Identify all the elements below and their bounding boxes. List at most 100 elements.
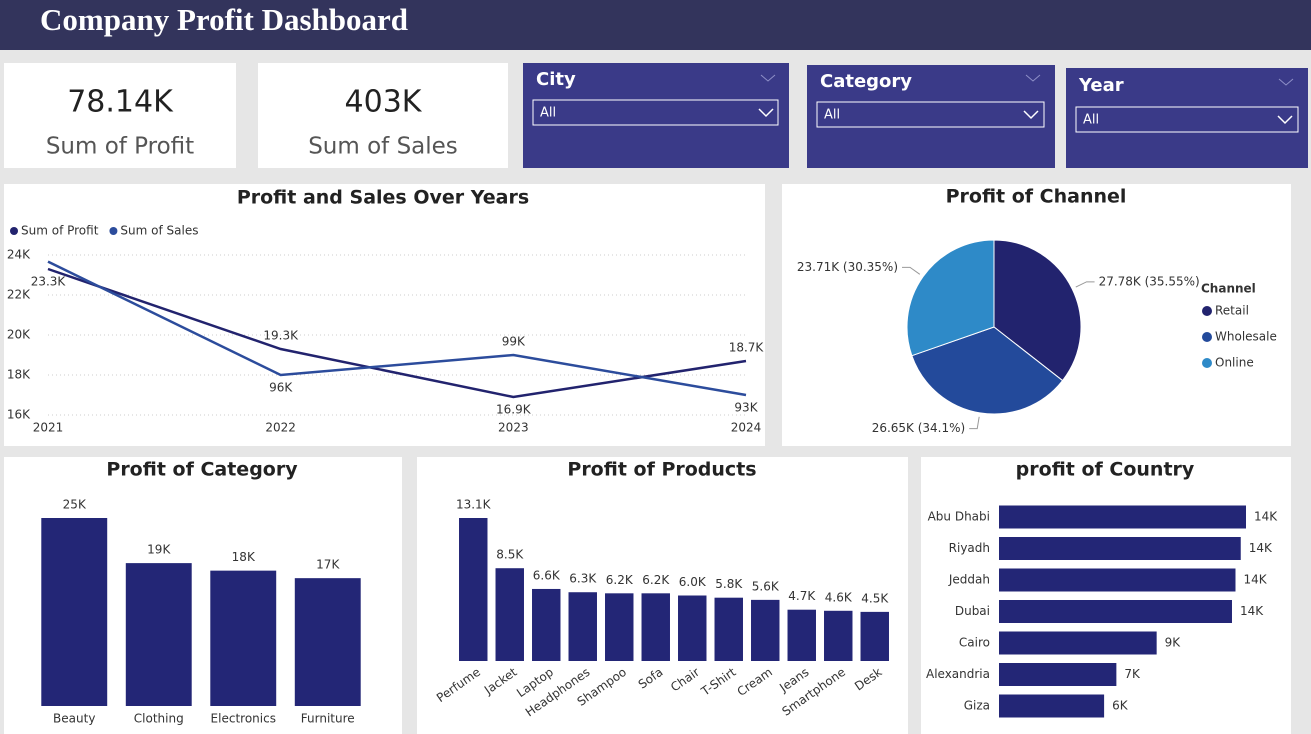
chevron — [1277, 115, 1293, 125]
filter-panel: City All — [523, 63, 789, 168]
x-tick-label: Furniture — [301, 712, 355, 726]
bar — [568, 592, 597, 661]
dashboard-title: Company Profit Dashboard — [40, 2, 408, 37]
y-tick-label: Giza — [964, 699, 990, 713]
bar — [999, 694, 1105, 718]
data-label: 23.71K (30.35%) — [797, 260, 898, 274]
data-label: 27.78K (35.55%) — [1099, 274, 1200, 288]
data-label: 17K — [316, 558, 340, 572]
chart-title: Profit of Channel — [946, 186, 1127, 208]
y-tick-label: Jeddah — [948, 573, 990, 587]
kpi-card — [258, 63, 508, 168]
filter-bg — [523, 63, 789, 168]
filter-selection: All — [1083, 113, 1099, 128]
bar — [605, 593, 634, 661]
bar — [459, 518, 488, 661]
bar — [125, 563, 192, 706]
dropdown[interactable] — [1075, 106, 1299, 133]
bar — [210, 570, 277, 706]
legend-label: Wholesale — [1215, 330, 1277, 344]
data-label: 13.1K — [456, 498, 492, 512]
series-line — [47, 267, 747, 399]
kpi-label: Sum of Sales — [308, 134, 458, 160]
bar — [999, 568, 1236, 592]
dropdown[interactable] — [532, 99, 779, 126]
data-label: 6.0K — [679, 575, 707, 589]
data-label: 96K — [269, 381, 293, 395]
bar — [495, 568, 524, 661]
x-tick-label: 2022 — [265, 421, 296, 435]
bar — [714, 597, 743, 661]
chart-title: Profit of Products — [567, 459, 756, 481]
chevron — [760, 74, 776, 82]
data-label: 19.3K — [263, 329, 299, 343]
legend-marker — [1202, 358, 1212, 368]
bar — [532, 588, 561, 661]
data-label: 4.5K — [861, 591, 889, 605]
y-tick-label: Dubai — [955, 604, 990, 618]
bar — [999, 537, 1241, 560]
data-label: 6.6K — [533, 568, 561, 582]
data-label: 14K — [1249, 541, 1273, 555]
header-bar — [0, 0, 1311, 50]
filter-label: Year — [1078, 75, 1124, 96]
data-label: 5.6K — [752, 579, 780, 593]
kpi-value: 78.14K — [67, 85, 174, 120]
legend-marker — [1202, 306, 1212, 316]
bar — [860, 611, 889, 661]
bar — [641, 593, 670, 661]
data-label: 14K — [1254, 510, 1278, 524]
leader-line — [1075, 281, 1095, 288]
bar — [824, 610, 853, 661]
filter-bg — [807, 65, 1055, 168]
bar — [294, 578, 361, 706]
legend-label: Sum of Sales — [120, 224, 198, 238]
chart-title: profit of Country — [1016, 459, 1195, 481]
kpi-value: 403K — [345, 85, 423, 120]
legend-title: Channel — [1201, 282, 1256, 296]
bar — [751, 599, 780, 661]
x-tick-label: 2023 — [498, 421, 529, 435]
dropdown[interactable] — [816, 101, 1045, 128]
y-tick-label: Riyadh — [949, 541, 990, 555]
legend-label: Sum of Profit — [21, 224, 99, 238]
data-label: 25K — [63, 498, 87, 512]
pie-slice — [911, 326, 1064, 415]
chevron — [758, 108, 774, 118]
chevron — [1278, 78, 1294, 86]
chart-title: Profit and Sales Over Years — [237, 187, 529, 209]
x-tick-label: 2021 — [33, 421, 64, 435]
data-label: 4.6K — [825, 590, 853, 604]
data-label: 23.3K — [31, 275, 67, 289]
data-label: 14K — [1243, 573, 1267, 587]
x-tick-label: 2024 — [731, 421, 762, 435]
series-line — [47, 260, 747, 397]
chevron — [1023, 110, 1039, 120]
chevron — [1025, 74, 1041, 82]
data-label: 6.2K — [606, 573, 634, 587]
data-label: 6K — [1112, 699, 1129, 713]
filter-bg — [1066, 68, 1308, 168]
data-label: 93K — [734, 401, 758, 415]
y-tick-label: Alexandria — [926, 667, 990, 681]
bar — [999, 600, 1232, 623]
filter-panel: Year All — [1066, 68, 1308, 168]
data-label: 6.3K — [569, 572, 597, 586]
chart-panel — [921, 457, 1291, 734]
bar — [678, 595, 707, 661]
data-label: 9K — [1165, 636, 1182, 650]
y-tick-label: 16K — [7, 408, 31, 422]
bar — [999, 505, 1246, 529]
bar — [999, 631, 1157, 655]
pie-slice — [906, 239, 995, 357]
bar — [787, 609, 816, 661]
legend-marker — [10, 227, 18, 235]
filter-selection: All — [540, 106, 556, 121]
data-label: 4.7K — [788, 589, 816, 603]
x-tick-label: Beauty — [53, 712, 95, 726]
filter-panel: Category All — [807, 65, 1055, 168]
data-label: 6.2K — [642, 573, 670, 587]
filter-label: City — [536, 69, 576, 90]
chart-panel — [4, 184, 765, 446]
